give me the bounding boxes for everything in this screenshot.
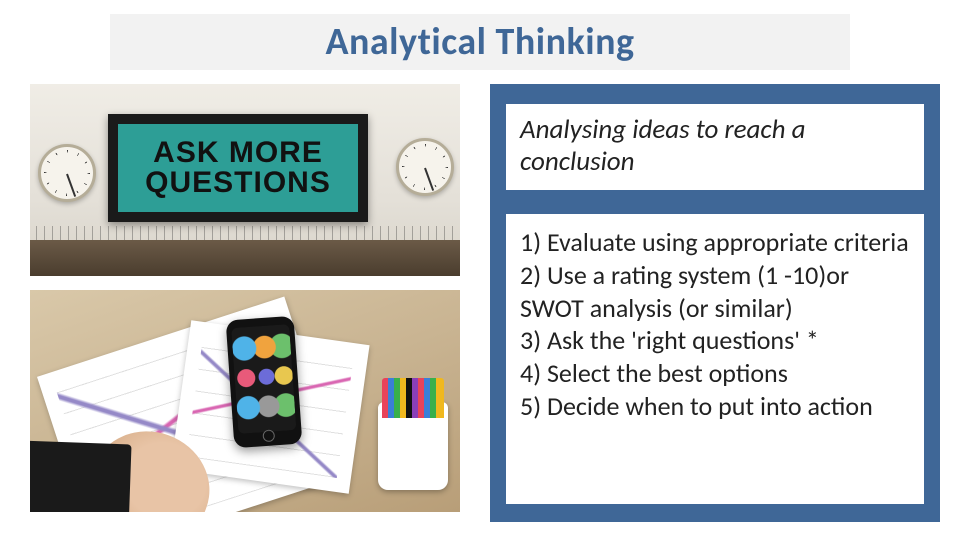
clock-icon [396,138,454,196]
shelf [30,240,460,276]
sign-line-2: QUESTIONS [145,168,331,198]
image-desk-workspace [30,290,460,512]
clock-icon [38,144,96,202]
step-item: 1) Evaluate using appropriate criteria [520,226,910,259]
smartphone-icon [226,316,303,448]
step-item: 5) Decide when to put into action [520,390,910,423]
image-ask-more-questions: ASK MORE QUESTIONS [30,84,460,276]
pen-cup [378,402,448,490]
title-bar: Analytical Thinking [110,14,850,70]
subtitle-box: Analysing ideas to reach a conclusion [506,104,924,190]
sign-board: ASK MORE QUESTIONS [108,114,368,222]
sign-line-1: ASK MORE [153,138,323,168]
right-panel: Analysing ideas to reach a conclusion 1)… [490,84,940,522]
left-column: ASK MORE QUESTIONS [30,84,468,522]
steps-box: 1) Evaluate using appropriate criteria 2… [506,214,924,504]
step-item: 2) Use a rating system (1 -10)or SWOT an… [520,259,910,325]
monitor-corner [30,440,132,512]
step-item: 3) Ask the 'right questions' * [520,324,910,357]
page-title: Analytical Thinking [326,19,635,65]
subtitle-text: Analysing ideas to reach a conclusion [520,114,910,178]
content-row: ASK MORE QUESTIONS Analysing ideas to re… [0,84,960,522]
step-item: 4) Select the best options [520,357,910,390]
